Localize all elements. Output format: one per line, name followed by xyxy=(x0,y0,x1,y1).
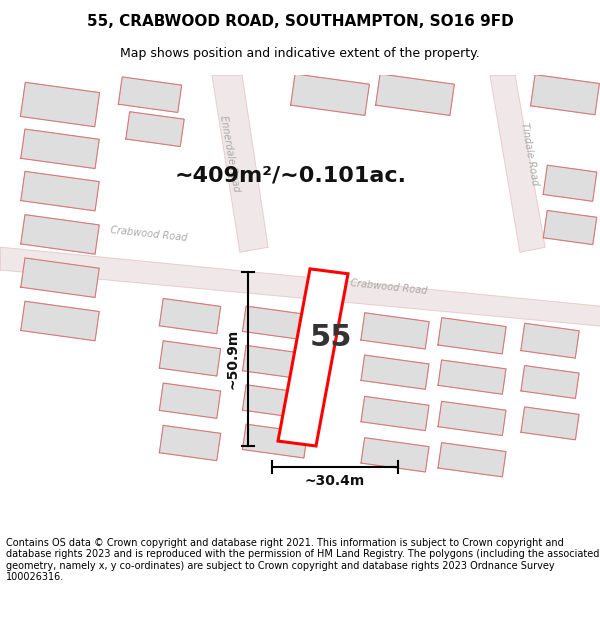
Polygon shape xyxy=(160,383,221,418)
Text: ~30.4m: ~30.4m xyxy=(305,474,365,488)
Text: Contains OS data © Crown copyright and database right 2021. This information is : Contains OS data © Crown copyright and d… xyxy=(6,538,599,582)
Polygon shape xyxy=(21,171,99,211)
Polygon shape xyxy=(543,165,597,201)
Polygon shape xyxy=(242,424,308,458)
Text: Map shows position and indicative extent of the property.: Map shows position and indicative extent… xyxy=(120,48,480,61)
Text: ~50.9m: ~50.9m xyxy=(225,329,239,389)
Text: Ennerdale Road: Ennerdale Road xyxy=(218,115,242,192)
Polygon shape xyxy=(242,346,308,379)
Polygon shape xyxy=(242,385,308,419)
Polygon shape xyxy=(490,75,545,252)
Polygon shape xyxy=(21,214,99,254)
Polygon shape xyxy=(361,438,429,472)
Polygon shape xyxy=(521,323,579,358)
Polygon shape xyxy=(521,407,579,440)
Polygon shape xyxy=(438,318,506,354)
Polygon shape xyxy=(290,74,370,116)
Polygon shape xyxy=(242,306,308,340)
Polygon shape xyxy=(361,355,429,389)
Polygon shape xyxy=(376,74,454,116)
Polygon shape xyxy=(543,211,597,244)
Text: 55, CRABWOOD ROAD, SOUTHAMPTON, SO16 9FD: 55, CRABWOOD ROAD, SOUTHAMPTON, SO16 9FD xyxy=(86,14,514,29)
Polygon shape xyxy=(361,396,429,431)
Polygon shape xyxy=(438,442,506,477)
Polygon shape xyxy=(160,299,221,334)
Polygon shape xyxy=(278,269,348,446)
Polygon shape xyxy=(118,77,182,112)
Polygon shape xyxy=(20,82,100,127)
Text: ~409m²/~0.101ac.: ~409m²/~0.101ac. xyxy=(175,166,407,186)
Polygon shape xyxy=(438,360,506,394)
Polygon shape xyxy=(160,341,221,376)
Polygon shape xyxy=(0,248,600,326)
Text: Tindale Road: Tindale Road xyxy=(520,121,541,186)
Polygon shape xyxy=(21,129,99,169)
Polygon shape xyxy=(21,258,99,298)
Text: 55: 55 xyxy=(310,323,352,352)
Polygon shape xyxy=(438,401,506,436)
Polygon shape xyxy=(212,75,268,252)
Polygon shape xyxy=(21,301,99,341)
Polygon shape xyxy=(521,366,579,399)
Polygon shape xyxy=(126,112,184,146)
Text: Crabwood Road: Crabwood Road xyxy=(110,226,188,243)
Polygon shape xyxy=(160,426,221,461)
Text: Crabwood Road: Crabwood Road xyxy=(350,278,428,296)
Polygon shape xyxy=(361,312,429,349)
Polygon shape xyxy=(530,74,599,115)
